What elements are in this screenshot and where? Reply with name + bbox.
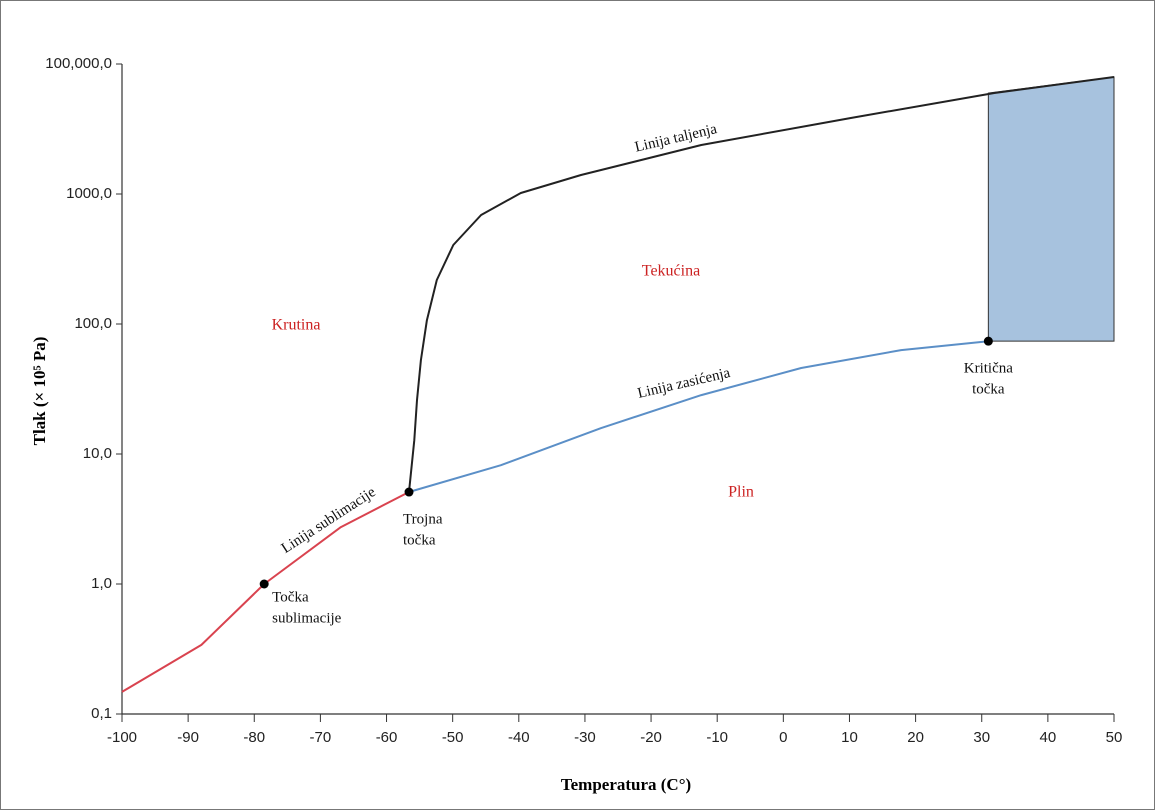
point bbox=[404, 487, 414, 497]
y-tick-label: 10,0 bbox=[83, 445, 112, 462]
y-axis-label: Tlak (× 10⁵ Pa) bbox=[30, 337, 49, 446]
x-tick-label: 10 bbox=[841, 729, 858, 746]
point-label: Točka bbox=[272, 589, 309, 605]
curve bbox=[408, 340, 989, 493]
x-tick-label: -80 bbox=[243, 729, 265, 746]
x-axis-label: Temperatura (C°) bbox=[561, 775, 691, 794]
y-tick-label: 1,0 bbox=[91, 575, 112, 592]
x-tick-label: -100 bbox=[107, 729, 137, 746]
y-tick-label: 100,0 bbox=[74, 315, 112, 332]
phase-label: Plin bbox=[728, 484, 754, 501]
x-tick-label: 30 bbox=[973, 729, 990, 746]
point-label: Kritična bbox=[964, 361, 1013, 377]
point bbox=[259, 579, 269, 589]
point bbox=[983, 336, 993, 346]
y-tick-label: 1000,0 bbox=[66, 185, 112, 202]
x-tick-label: -30 bbox=[574, 729, 596, 746]
x-tick-label: 0 bbox=[779, 729, 787, 746]
curve bbox=[121, 491, 410, 693]
x-tick-label: -50 bbox=[442, 729, 464, 746]
point-label: točka bbox=[403, 532, 436, 548]
x-tick-label: 20 bbox=[907, 729, 924, 746]
curve bbox=[408, 76, 1115, 493]
x-tick-label: -20 bbox=[640, 729, 662, 746]
x-tick-label: -40 bbox=[508, 729, 530, 746]
point-label: sublimacije bbox=[272, 610, 341, 626]
curve-label: Linija sublimacije bbox=[279, 484, 379, 557]
y-tick-label: 100,000,0 bbox=[45, 55, 112, 72]
point-label: točka bbox=[972, 382, 1005, 398]
x-tick-label: -90 bbox=[177, 729, 199, 746]
supercritical-region bbox=[987, 76, 1115, 342]
x-tick-label: 50 bbox=[1106, 729, 1123, 746]
phase-label: Tekućina bbox=[642, 263, 700, 280]
y-tick-label: 0,1 bbox=[91, 705, 112, 722]
point-label: Trojna bbox=[403, 511, 443, 527]
phase-label: Krutina bbox=[272, 317, 321, 334]
curve-label: Linija zasićenja bbox=[636, 365, 732, 402]
x-tick-label: -60 bbox=[376, 729, 398, 746]
x-tick-label: -10 bbox=[706, 729, 728, 746]
x-tick-label: 40 bbox=[1040, 729, 1057, 746]
x-tick-label: -70 bbox=[310, 729, 332, 746]
